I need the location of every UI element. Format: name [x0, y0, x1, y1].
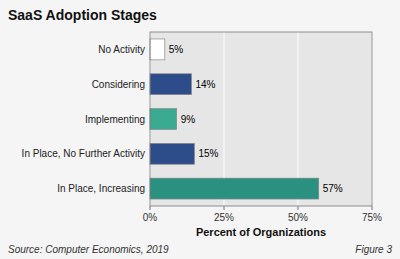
data-label: 57%	[323, 183, 343, 194]
tick-mark	[150, 206, 151, 210]
annotation: Figure 3	[355, 244, 392, 255]
annotation: Source: Computer Economics, 2019	[8, 244, 169, 255]
category-label: No Activity	[98, 44, 145, 55]
category-label: In Place, No Further Activity	[22, 148, 145, 159]
title: SaaS Adoption Stages	[8, 7, 157, 23]
bar	[150, 143, 194, 164]
bar	[150, 39, 165, 60]
chart: SaaS Adoption Stages 0% 25% 50% 75% 57% In Pla…	[0, 0, 400, 259]
plot-frame	[150, 32, 372, 206]
bar	[150, 74, 191, 95]
data-label: 15%	[198, 148, 218, 159]
data-label: 5%	[169, 44, 184, 55]
bar	[150, 178, 319, 199]
tick-label: 75%	[362, 212, 382, 223]
data-label: 14%	[195, 79, 215, 90]
background	[0, 0, 400, 259]
tick-mark	[372, 206, 373, 210]
tick-label: 25%	[214, 212, 234, 223]
x-axis-label: Percent of Organizations	[196, 226, 326, 238]
data-label: 9%	[181, 114, 196, 125]
category-label: In Place, Increasing	[57, 183, 145, 194]
tick-label: 50%	[288, 212, 308, 223]
tick-mark	[298, 206, 299, 210]
category-label: Considering	[92, 79, 145, 90]
bar	[150, 109, 177, 130]
tick-label: 0%	[143, 212, 158, 223]
category-label: Implementing	[85, 114, 145, 125]
plot-area	[150, 32, 372, 206]
tick-mark	[224, 206, 225, 210]
